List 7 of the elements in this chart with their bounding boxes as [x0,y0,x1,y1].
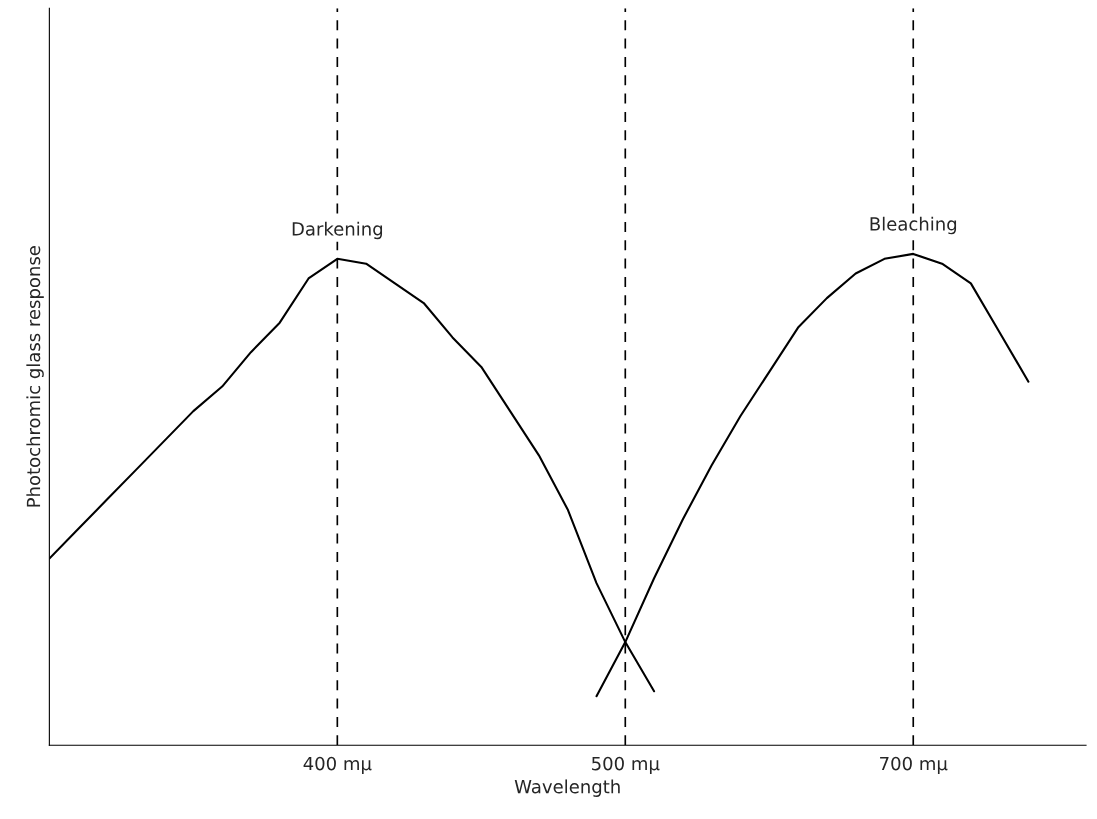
series-label: Bleaching [870,216,957,235]
x-tick-label: 500 mμ [592,756,660,774]
series-label: Darkening [292,221,383,240]
x-tick-label: 700 mμ [880,756,948,774]
x-tick-label: 400 mμ [303,756,372,774]
x-axis-title: Wavelength [514,779,620,797]
y-axis-title: Photochromic glass response [26,246,44,507]
